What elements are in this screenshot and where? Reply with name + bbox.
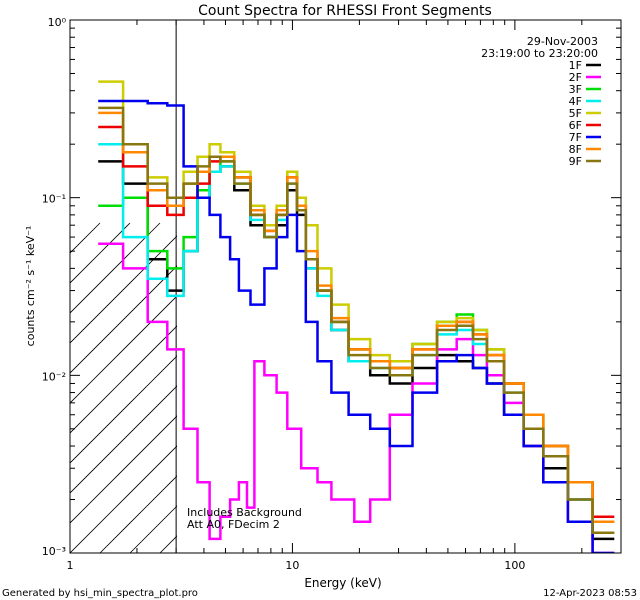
x-axis-label: Energy (keV) <box>304 576 381 590</box>
hatch-line <box>220 223 550 553</box>
legend-label-4F: 4F <box>569 95 582 108</box>
hatch-line <box>280 223 610 553</box>
time-range-label: 23:19:00 to 23:20:00 <box>481 47 598 60</box>
hatch-line <box>70 355 177 464</box>
y-tick-label: 10⁰ <box>48 16 67 29</box>
series-5F-line <box>98 80 615 523</box>
y-tick-label: 10⁻³ <box>42 545 66 558</box>
legend-label-7F: 7F <box>569 131 582 144</box>
hatch-line <box>70 295 177 404</box>
y-axis: 10⁰ 10⁻¹ 10⁻² 10⁻³ <box>42 16 621 558</box>
hatch-line <box>310 223 640 553</box>
x-tick-label: 10 <box>285 559 299 572</box>
legend-label-5F: 5F <box>569 107 582 120</box>
series-8F-line <box>98 111 615 523</box>
hatch-line <box>0 223 10 553</box>
series-6F-line <box>98 125 615 518</box>
hatch-line <box>70 385 177 494</box>
series-9F-line <box>98 106 615 535</box>
hatch-line <box>610 223 640 553</box>
hatch-line <box>70 325 177 434</box>
plot-frame <box>69 19 622 554</box>
series-layer <box>98 80 615 553</box>
hatch-line <box>70 445 177 553</box>
hatch-line <box>70 235 177 344</box>
footer-generator: Generated by hsi_min_spectra_plot.pro <box>2 588 198 599</box>
legend-label-2F: 2F <box>569 71 582 84</box>
hatch-line <box>250 223 580 553</box>
hatch-line <box>99 475 177 553</box>
x-tick-label: 100 <box>504 559 525 572</box>
y-axis-label: counts cm⁻² s⁻¹ keV⁻¹ <box>24 226 37 347</box>
series-2F-line <box>98 242 615 553</box>
hatch-line <box>460 223 640 553</box>
date-label: 29-Nov-2003 <box>527 35 598 48</box>
legend-label-1F: 1F <box>569 59 582 72</box>
attenuator-note: Att A0, FDecim 2 <box>187 518 280 531</box>
legend-label-8F: 8F <box>569 143 582 156</box>
footer-timestamp: 12-Apr-2023 08:53 <box>543 588 637 599</box>
chart-title: Count Spectra for RHESSI Front Segments <box>198 3 492 19</box>
legend-label-9F: 9F <box>569 155 582 168</box>
hatch-line <box>520 223 640 553</box>
hatch-line <box>580 223 640 553</box>
hatch-line <box>430 223 640 553</box>
background-note: Includes Background <box>187 506 302 519</box>
hatch-line <box>129 505 177 553</box>
x-tick-label: 1 <box>67 559 74 572</box>
hatch-line <box>70 222 131 284</box>
y-tick-label: 10⁻² <box>42 370 66 383</box>
hatch-line <box>490 223 640 553</box>
legend-label-6F: 6F <box>569 119 582 132</box>
hatch-line <box>70 222 161 314</box>
hatch-line <box>340 223 640 553</box>
hatch-line <box>70 415 177 524</box>
legend-label-3F: 3F <box>569 83 582 96</box>
y-tick-label: 10⁻¹ <box>42 193 66 206</box>
hatch-line <box>550 223 640 553</box>
x-axis: 1 10 100 <box>67 20 622 572</box>
